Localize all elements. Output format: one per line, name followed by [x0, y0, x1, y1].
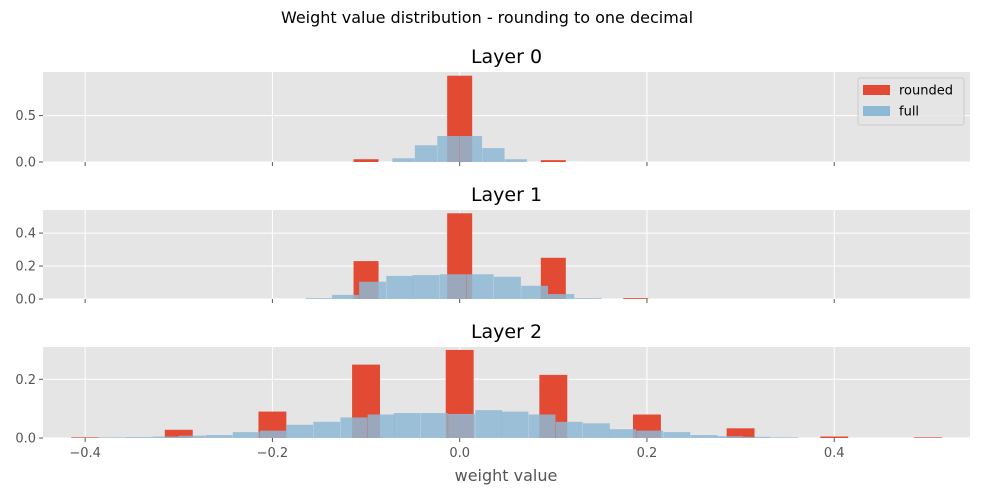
panel-title: Layer 1 — [471, 184, 542, 206]
x-tick-label: 0.2 — [637, 446, 658, 461]
legend-label-full: full — [899, 105, 919, 120]
x-axis-label: weight value — [455, 466, 558, 485]
y-tick-label: 0.4 — [15, 227, 36, 242]
bar-full — [475, 410, 503, 438]
bar-full — [414, 145, 438, 162]
y-tick-label: 0.0 — [15, 293, 36, 308]
x-tick-label: 0.0 — [449, 446, 470, 461]
bar-full — [392, 158, 415, 162]
panel-layer-2: 0.0 0.2 −0.4 −0.2 0.0 0.2 0.4 Layer 2 — [15, 321, 970, 461]
x-tick-label: −0.4 — [69, 446, 101, 461]
bar-full — [420, 413, 448, 438]
bar-full — [125, 437, 152, 438]
bar-full — [459, 136, 483, 162]
bar-rounded — [913, 437, 942, 438]
bar-full — [340, 417, 368, 438]
bar-full — [97, 437, 125, 438]
bar-full — [178, 435, 206, 438]
bar-full — [574, 298, 602, 299]
bar-rounded — [726, 428, 755, 438]
bar-rounded — [353, 159, 379, 162]
bar-rounded — [540, 160, 566, 162]
bar-full — [690, 435, 718, 438]
bar-full — [547, 294, 575, 299]
bar-rounded — [164, 429, 193, 438]
panels: 0.0 0.5 Layer 0 0.0 0.2 0.4 Layer 1 0.0 0.2 −0.4 −… — [15, 46, 970, 461]
bar-rounded — [820, 436, 849, 438]
bar-rounded — [623, 298, 649, 299]
y-tick-label: 0.2 — [15, 373, 36, 388]
legend-label-rounded: rounded — [899, 84, 953, 99]
panel-layer-1: 0.0 0.2 0.4 Layer 1 — [15, 184, 970, 308]
bar-full — [504, 159, 528, 162]
bar-full — [744, 436, 771, 438]
bar-full — [493, 276, 521, 299]
legend: rounded full — [857, 77, 965, 126]
legend-swatch-rounded — [863, 85, 890, 95]
bar-full — [232, 432, 260, 438]
bar-full — [386, 275, 414, 299]
x-tick-label: −0.2 — [257, 446, 289, 461]
y-tick-label: 0.5 — [15, 109, 36, 124]
bar-full — [771, 437, 799, 438]
bar-full — [609, 429, 637, 438]
panel-title: Layer 0 — [471, 46, 542, 68]
bar-full — [448, 413, 475, 438]
legend-swatch-full — [863, 106, 890, 116]
bar-full — [313, 421, 341, 438]
bar-full — [412, 275, 440, 299]
bar-full — [466, 274, 494, 299]
panel-layer-0: 0.0 0.5 Layer 0 — [15, 46, 970, 171]
bar-full — [205, 435, 233, 438]
bar-full — [305, 298, 333, 299]
bar-full — [555, 421, 583, 438]
bar-full — [439, 274, 467, 299]
plot-background — [43, 72, 970, 162]
bar-full — [393, 413, 421, 438]
bar-full — [259, 430, 287, 438]
bar-rounded — [71, 437, 100, 438]
bar-full — [437, 136, 460, 162]
bar-full — [332, 294, 359, 299]
bar-full — [521, 285, 549, 299]
x-tick-label: 0.4 — [824, 446, 845, 461]
bar-full — [367, 414, 395, 438]
bar-full — [152, 436, 180, 438]
bar-full — [359, 281, 387, 299]
bar-full — [501, 411, 529, 438]
bar-full — [716, 436, 744, 438]
bar-full — [286, 424, 314, 438]
bar-full — [636, 430, 664, 438]
figure-suptitle: Weight value distribution - rounding to … — [281, 8, 693, 27]
bar-full — [582, 423, 610, 438]
bar-full — [663, 432, 691, 438]
y-tick-label: 0.0 — [15, 156, 36, 171]
y-tick-label: 0.2 — [15, 260, 36, 275]
bar-full — [528, 414, 556, 438]
y-tick-label: 0.0 — [15, 432, 36, 447]
bar-full — [482, 148, 505, 162]
panel-title: Layer 2 — [471, 321, 542, 343]
